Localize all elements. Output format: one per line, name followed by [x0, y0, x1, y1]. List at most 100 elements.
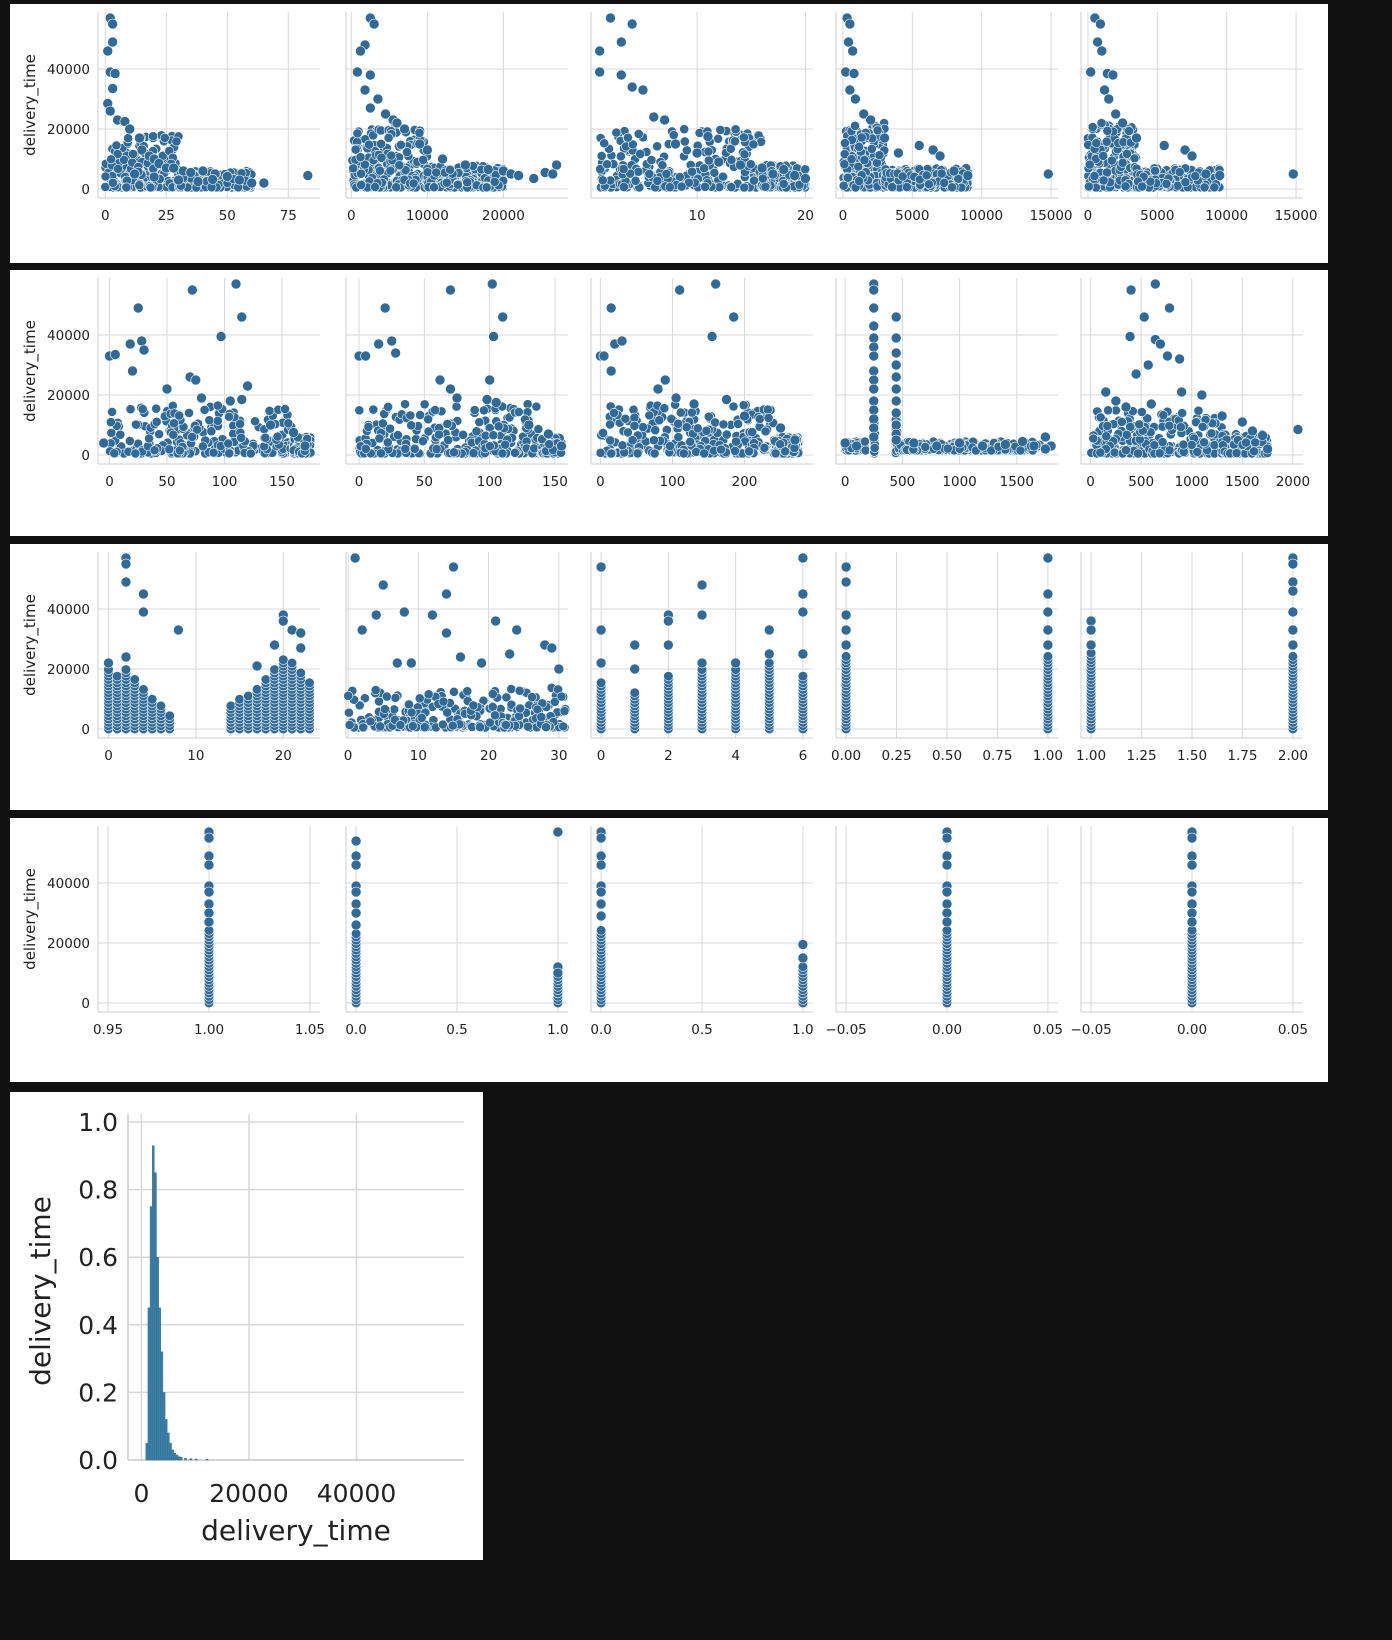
- x-tick-label: 0: [355, 474, 364, 490]
- x-tick-label: 1500: [1000, 474, 1034, 490]
- scatter-point: [627, 435, 638, 446]
- scatter-point: [872, 125, 883, 136]
- scatter-point: [551, 159, 562, 171]
- scatter-point: [675, 407, 686, 418]
- scatter-point: [419, 399, 430, 410]
- scatter-point: [385, 165, 396, 176]
- scatter-point: [479, 405, 489, 416]
- scatter-point: [408, 178, 419, 189]
- scatter-point: [406, 420, 417, 431]
- scatter-point: [611, 127, 622, 138]
- x-tick-label: 200: [732, 474, 758, 490]
- scatter-point: [846, 154, 857, 165]
- scatter-point: [778, 178, 789, 189]
- scatter-point: [124, 338, 136, 350]
- scatter-point: [652, 141, 663, 152]
- scatter-point: [762, 404, 773, 415]
- scatter-point: [1087, 122, 1098, 132]
- scatter-point: [687, 166, 697, 177]
- scatter-point: [431, 167, 442, 178]
- scatter-point: [402, 147, 412, 157]
- scatter-point: [757, 173, 768, 184]
- scatter-point: [703, 146, 714, 157]
- scatter-point: [673, 418, 684, 429]
- x-tick-label: 50: [416, 474, 433, 490]
- scatter-point: [113, 163, 123, 174]
- scatter-point: [445, 284, 456, 296]
- scatter-point: [127, 365, 138, 377]
- scatter-point: [531, 401, 542, 412]
- x-axis-label: max_item_price: [1131, 229, 1254, 248]
- scatter-point: [1107, 155, 1117, 166]
- scatter-point: [500, 439, 511, 450]
- scatter-point: [359, 84, 371, 96]
- x-tick-label: 0: [839, 208, 848, 224]
- scatter-point: [1096, 45, 1108, 57]
- x-axis-label: total_onshift_dashers: [127, 495, 292, 514]
- scatter-point: [1099, 84, 1110, 96]
- scatter-point: [670, 392, 682, 404]
- scatter-point: [595, 164, 606, 174]
- scatter-point: [598, 350, 610, 362]
- x-tick-label: 0: [105, 474, 114, 490]
- scatter-point: [731, 436, 741, 447]
- scatter-point: [134, 132, 145, 144]
- scatter-point: [490, 397, 502, 408]
- scatter-point: [1103, 93, 1115, 105]
- scatter-point: [363, 422, 374, 432]
- scatter-point: [605, 365, 617, 377]
- scatter-point: [192, 176, 204, 187]
- scatter-point: [718, 419, 729, 430]
- scatter-point: [212, 400, 223, 411]
- scatter-point: [1102, 125, 1113, 136]
- scatter-point: [154, 429, 165, 440]
- scatter-point: [659, 403, 670, 414]
- x-tick-label: 15000: [1030, 208, 1073, 224]
- scatter-point: [748, 139, 759, 150]
- scatter-point: [368, 404, 379, 415]
- scatter-point: [355, 152, 366, 163]
- scatter-point: [352, 66, 363, 78]
- x-tick-label: 10000: [960, 208, 1003, 224]
- scatter-point: [171, 136, 182, 147]
- scatter-point: [449, 447, 459, 458]
- scatter-point: [780, 446, 791, 457]
- scatter-point: [138, 344, 150, 356]
- x-tick-label: 10000: [1205, 208, 1248, 224]
- scatter-point: [112, 149, 123, 159]
- scatter-point: [1101, 136, 1112, 147]
- scatter-point: [879, 132, 890, 144]
- scatter-point: [543, 428, 554, 440]
- scatter-point: [224, 395, 236, 407]
- scatter-point: [838, 180, 849, 191]
- scatter-point: [749, 175, 759, 186]
- scatter-point: [789, 170, 800, 181]
- scatter-point: [484, 441, 495, 452]
- scatter-point: [652, 175, 663, 186]
- scatter-point: [129, 168, 140, 180]
- scatter-point: [125, 404, 136, 415]
- scatter-point: [1186, 150, 1198, 162]
- scatter-point: [733, 419, 743, 429]
- scatter-point: [497, 311, 509, 323]
- scatter-point: [947, 182, 957, 193]
- x-axis-label: total_busy_dashers: [382, 495, 531, 514]
- scatter-point: [197, 165, 209, 177]
- scatter-point: [422, 167, 433, 178]
- scatter-point: [119, 116, 131, 127]
- scatter-point: [383, 132, 394, 143]
- scatter-point: [481, 394, 493, 405]
- scatter-point: [664, 182, 675, 193]
- scatter-point: [858, 108, 870, 120]
- scatter-point: [775, 422, 786, 434]
- scatter-point: [391, 117, 403, 129]
- scatter-point: [1096, 118, 1107, 128]
- scatter-point: [441, 177, 452, 188]
- scatter-point: [789, 434, 801, 446]
- scatter-point: [597, 175, 608, 186]
- scatter-point: [236, 311, 248, 323]
- scatter-point: [137, 404, 148, 415]
- scatter-point: [939, 177, 950, 188]
